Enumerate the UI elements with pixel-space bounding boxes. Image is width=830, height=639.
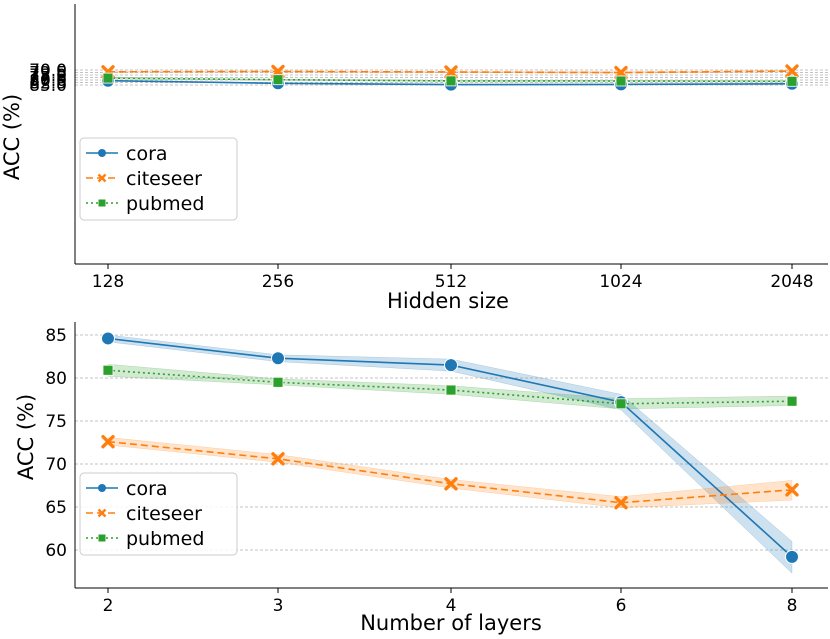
data-point-pubmed xyxy=(102,364,114,376)
y-tick-label: 60 xyxy=(45,541,67,561)
data-point-cora xyxy=(444,358,458,373)
legend-label-pubmed: pubmed xyxy=(126,528,204,550)
chart-panel-hidden-size: Hidden size ACC (%) 70.072.575.077.580.0… xyxy=(0,4,828,313)
data-point-citeseer xyxy=(271,452,285,466)
legend-label-citeseer: citeseer xyxy=(126,168,202,190)
data-point-pubmed xyxy=(445,75,457,87)
legend-box xyxy=(79,137,238,221)
x-tick-label: 1024 xyxy=(599,272,642,292)
data-point-pubmed xyxy=(786,75,798,87)
y-tick-label: 85.0 xyxy=(29,76,67,96)
data-point-citeseer xyxy=(785,483,799,497)
data-point-pubmed xyxy=(272,74,284,86)
legend-marker-pubmed xyxy=(98,199,106,207)
legend-marker-citeseer xyxy=(97,508,107,518)
chart-panel-num-layers: Number of layers ACC (%) 60 65 70 75 80 85 2 3 4… xyxy=(14,322,828,635)
x-tick-label: 3 xyxy=(273,596,284,616)
x-tick-label: 2 xyxy=(103,596,114,616)
legend-marker-cora xyxy=(98,484,106,492)
x-tick-label: 2048 xyxy=(770,272,813,292)
legend-label-cora: cora xyxy=(126,478,168,500)
y-axis-label: ACC (%) xyxy=(14,394,38,480)
y-tick-label: 75.0 xyxy=(29,66,67,86)
y-tick-label: 77.5 xyxy=(29,69,67,89)
y-tick-label: 82.5 xyxy=(29,74,67,94)
y-tick-label: 80.0 xyxy=(29,71,67,91)
data-point-citeseer xyxy=(101,434,115,449)
data-point-cora xyxy=(101,331,115,346)
legend-label-cora: cora xyxy=(126,143,168,165)
x-tick-label: 4 xyxy=(446,596,457,616)
series-line-pubmed xyxy=(107,369,793,405)
y-tick-label: 85 xyxy=(45,326,67,346)
data-point-pubmed xyxy=(102,72,114,84)
data-point-cora xyxy=(785,549,799,564)
confidence-band-cora xyxy=(107,334,793,574)
data-point-cora xyxy=(271,351,285,366)
series-line-pubmed xyxy=(107,77,793,83)
data-point-citeseer xyxy=(444,65,458,79)
data-point-pubmed xyxy=(786,395,798,407)
y-tick-label: 72.5 xyxy=(29,64,67,84)
legend: cora citeseer pubmed xyxy=(79,137,238,221)
data-point-citeseer xyxy=(785,64,799,78)
legend-marker-pubmed xyxy=(98,534,106,542)
y-tick-label: 75 xyxy=(45,412,67,432)
x-tick-label: 256 xyxy=(262,272,294,292)
data-point-citeseer xyxy=(444,477,458,491)
x-tick-label: 6 xyxy=(616,596,627,616)
data-point-citeseer xyxy=(614,496,628,510)
legend-marker-cora xyxy=(98,149,106,157)
data-point-pubmed xyxy=(272,376,284,388)
y-tick-label: 80 xyxy=(45,369,67,389)
x-tick-label: 512 xyxy=(435,272,467,292)
y-tick-label: 65 xyxy=(45,498,67,518)
data-point-pubmed xyxy=(445,384,457,396)
y-tick-label: 70.0 xyxy=(29,61,67,81)
x-axis-label: Hidden size xyxy=(387,289,509,313)
confidence-band-citeseer xyxy=(107,437,793,509)
x-axis-label: Number of layers xyxy=(360,611,542,635)
legend-label-citeseer: citeseer xyxy=(126,503,202,525)
legend-box xyxy=(79,472,238,556)
legend-marker-citeseer xyxy=(97,173,107,183)
x-tick-label: 8 xyxy=(787,596,798,616)
legend-label-pubmed: pubmed xyxy=(126,193,204,215)
legend: cora citeseer pubmed xyxy=(79,472,238,556)
y-tick-label: 70 xyxy=(45,455,67,475)
data-point-pubmed xyxy=(615,75,627,87)
x-tick-label: 128 xyxy=(92,272,124,292)
y-axis-label: ACC (%) xyxy=(0,94,24,180)
data-point-pubmed xyxy=(615,398,627,410)
